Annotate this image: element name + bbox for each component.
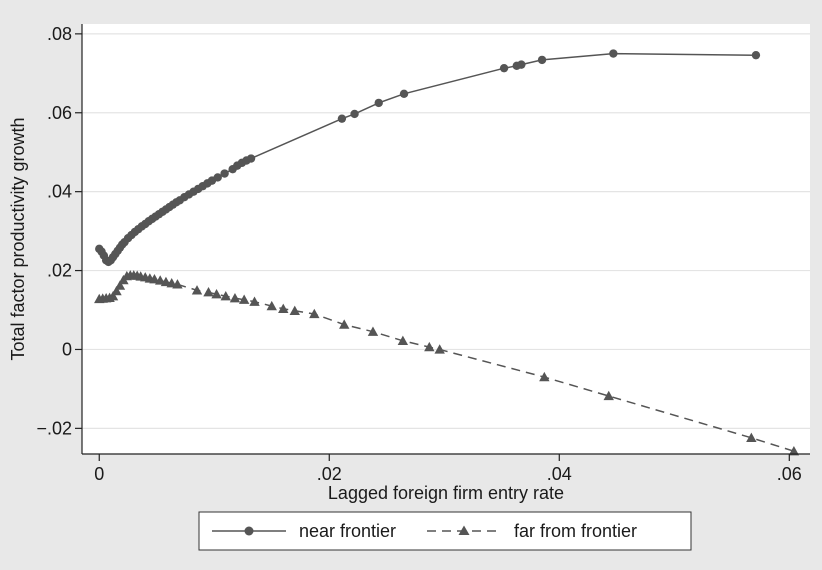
x-tick-label: 0: [94, 464, 104, 484]
legend: near frontier far from frontier: [198, 511, 692, 551]
data-point-far-from-frontier: [309, 308, 320, 319]
y-tick-label: .04: [47, 182, 72, 202]
data-point-near-frontier: [213, 173, 222, 182]
y-tick-label: .08: [47, 24, 72, 44]
legend-item-near-frontier: near frontier: [212, 521, 396, 541]
data-point-far-from-frontier: [397, 335, 409, 345]
legend-item-far-from-frontier: far from frontier: [427, 521, 637, 541]
data-point-far-from-frontier: [114, 280, 126, 290]
data-point-far-from-frontier: [203, 287, 214, 297]
data-point-far-from-frontier: [434, 344, 445, 354]
data-point-far-from-frontier: [539, 371, 550, 382]
x-axis-title: Lagged foreign firm entry rate: [328, 483, 564, 503]
data-point-far-from-frontier: [172, 279, 183, 289]
data-point-near-frontier: [537, 55, 547, 65]
data-point-far-from-frontier: [111, 285, 122, 296]
plot-area: [82, 24, 810, 454]
data-point-far-from-frontier: [603, 390, 614, 401]
data-point-far-from-frontier: [266, 300, 277, 311]
data-point-far-from-frontier: [746, 432, 757, 442]
data-point-near-frontier: [499, 63, 509, 73]
y-tick-label: −.02: [36, 418, 72, 438]
data-point-far-from-frontier: [289, 305, 300, 315]
data-point-far-from-frontier: [249, 296, 260, 306]
data-point-far-from-frontier: [238, 294, 250, 304]
y-axis-title: Total factor productivity growth: [8, 117, 28, 360]
legend-near-frontier-marker: [244, 526, 254, 536]
x-axis-ticks: 0 .02 .04 .06: [94, 454, 802, 484]
y-tick-label: .06: [47, 103, 72, 123]
data-point-far-from-frontier: [367, 326, 379, 336]
x-tick-label: .04: [547, 464, 572, 484]
data-point-far-from-frontier: [155, 275, 166, 285]
data-point-near-frontier: [350, 109, 359, 119]
x-tick-label: .06: [777, 464, 802, 484]
data-point-near-frontier: [220, 169, 229, 178]
data-point-near-frontier: [246, 154, 256, 163]
data-point-far-from-frontier: [788, 446, 800, 456]
x-tick-label: .02: [317, 464, 342, 484]
data-point-far-from-frontier: [339, 319, 350, 329]
data-point-near-frontier: [609, 49, 618, 58]
grid: [82, 33, 810, 429]
data-point-far-from-frontier: [211, 289, 222, 299]
legend-far-from-frontier-marker: [458, 525, 470, 535]
y-tick-label: .02: [47, 261, 72, 281]
data-point-far-from-frontier: [191, 285, 203, 295]
legend-near-frontier-label: near frontier: [299, 521, 396, 541]
data-point-far-from-frontier: [424, 341, 435, 352]
series-markers: [94, 49, 800, 456]
data-point-far-from-frontier: [220, 291, 231, 301]
y-axis-ticks: −.02 0 .02 .04 .06 .08: [36, 24, 82, 438]
data-point-far-from-frontier: [229, 292, 241, 303]
data-point-far-from-frontier: [278, 303, 289, 313]
data-point-near-frontier: [517, 60, 526, 69]
legend-far-from-frontier-label: far from frontier: [514, 521, 637, 541]
data-point-near-frontier: [399, 89, 409, 99]
data-point-far-from-frontier: [107, 291, 119, 301]
data-point-near-frontier: [337, 114, 347, 123]
data-point-near-frontier: [374, 98, 383, 108]
data-point-near-frontier: [751, 50, 761, 60]
y-tick-label: 0: [62, 339, 72, 359]
